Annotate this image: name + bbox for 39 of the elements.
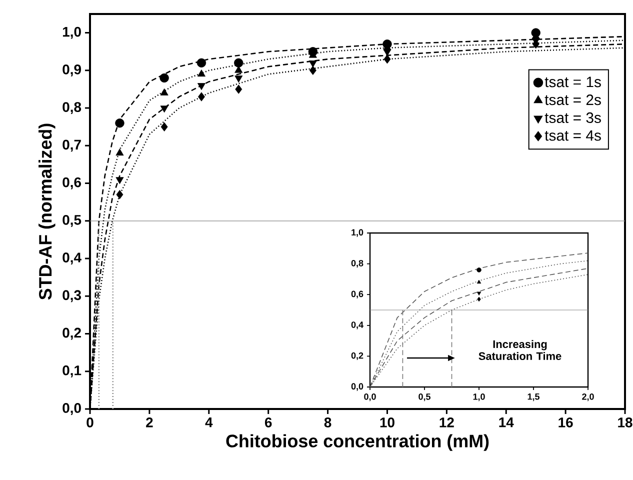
y-tick-label: 0,6	[351, 290, 364, 298]
x-tick-label: 6	[264, 417, 272, 428]
legend-label: tsat = 2s	[544, 94, 601, 106]
x-tick-label: 14	[499, 418, 514, 428]
x-tick-label: 10	[380, 417, 394, 428]
y-tick-label: 0,8	[62, 102, 82, 114]
y-tick-label: 0,6	[62, 177, 81, 190]
y-tick-label: 0,5	[62, 214, 82, 227]
x-tick-label: 1,0	[473, 394, 485, 402]
y-tick-label: 0,2	[351, 352, 364, 360]
x-tick-label: 1,5	[528, 394, 540, 402]
legend-label: tsat = 3s	[544, 112, 601, 124]
y-tick-label: 0,4	[62, 252, 82, 264]
y-tick-label: 1,0	[62, 26, 81, 39]
y-tick-label: 0,0	[62, 403, 81, 415]
x-tick-label: 0,0	[364, 394, 376, 402]
y-tick-label: 0,8	[351, 260, 364, 268]
annotation: Increasing Saturation Time	[478, 340, 562, 360]
y-tick-label: 0,7	[62, 140, 81, 152]
x-tick-label: 4	[205, 418, 213, 428]
y-tick-label: 0,1	[62, 365, 82, 378]
x-tick-label: 8	[324, 417, 332, 428]
y-tick-label: 1,0	[352, 229, 364, 237]
x-tick-label: 18	[618, 417, 632, 428]
x-tick-label: 2,0	[582, 394, 594, 402]
y-tick-label: 0,3	[62, 290, 81, 302]
y-tick-label: 0,0	[351, 383, 364, 391]
y-tick-label: 0,4	[351, 322, 364, 330]
y-tick-label: 0,2	[62, 328, 81, 340]
legend-label: tsat = 4s	[544, 130, 601, 141]
x-tick-label: 2	[146, 417, 153, 428]
legend-label: tsat = 1s	[544, 76, 601, 88]
x-tick-label: 12	[440, 417, 454, 428]
x-tick-label: 16	[558, 417, 573, 428]
x-axis-title: Chitobiose concentration (mM)	[226, 434, 489, 451]
y-tick-label: 0,9	[62, 64, 81, 76]
x-tick-label: 0,5	[418, 394, 430, 402]
x-tick-label: 0	[86, 417, 94, 428]
y-axis-title: STD-AF (normalized)	[38, 124, 56, 300]
